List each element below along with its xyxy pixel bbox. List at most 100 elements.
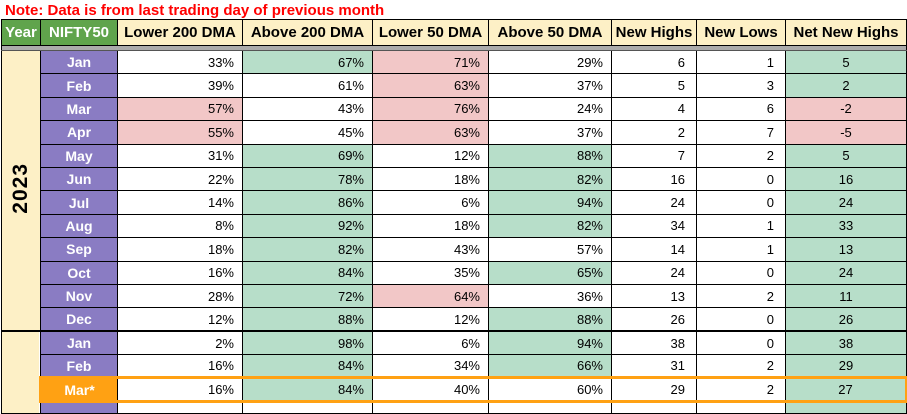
data-cell[interactable]: 1 (696, 213, 786, 239)
month-cell[interactable]: Jan (40, 49, 118, 75)
data-cell[interactable]: 18% (372, 213, 489, 239)
data-cell[interactable]: 64% (372, 283, 489, 309)
data-cell[interactable]: 88% (242, 307, 373, 332)
data-cell[interactable]: 14 (611, 237, 697, 262)
data-cell[interactable]: 94% (488, 330, 612, 356)
data-cell[interactable]: 0 (696, 190, 786, 215)
month-cell[interactable]: Apr (40, 120, 118, 145)
data-cell[interactable]: 92% (242, 213, 373, 239)
data-cell[interactable]: 65% (488, 260, 612, 285)
data-cell[interactable]: 88% (488, 143, 612, 168)
data-cell[interactable]: 37% (488, 120, 612, 145)
data-cell[interactable]: 39% (117, 73, 243, 98)
data-cell[interactable]: 5 (785, 143, 907, 168)
data-cell[interactable]: 29 (611, 376, 697, 403)
data-cell[interactable]: 18% (117, 237, 243, 262)
column-header-new-lows[interactable]: New Lows (696, 19, 786, 46)
column-header-year[interactable]: Year (1, 19, 41, 46)
data-cell[interactable]: 31 (611, 354, 697, 379)
month-cell[interactable]: Dec (40, 307, 118, 332)
data-cell[interactable]: 2 (785, 73, 907, 98)
data-cell[interactable] (372, 400, 489, 414)
data-cell[interactable] (242, 400, 373, 414)
data-cell[interactable]: 6 (611, 49, 697, 75)
data-cell[interactable]: 6% (372, 190, 489, 215)
data-cell[interactable]: 2 (696, 283, 786, 309)
data-cell[interactable]: 36% (488, 283, 612, 309)
data-cell[interactable]: 34% (372, 354, 489, 379)
data-cell[interactable]: 63% (372, 120, 489, 145)
data-cell[interactable]: 63% (372, 73, 489, 98)
data-cell[interactable]: 16% (117, 260, 243, 285)
data-cell[interactable]: 16% (117, 354, 243, 379)
data-cell[interactable]: 0 (696, 307, 786, 332)
data-cell[interactable]: 38 (785, 330, 907, 356)
data-cell[interactable]: -2 (785, 96, 907, 122)
data-cell[interactable]: 26 (785, 307, 907, 332)
data-cell[interactable]: 82% (488, 213, 612, 239)
data-cell[interactable]: 7 (611, 143, 697, 168)
data-cell[interactable]: 84% (242, 354, 373, 379)
data-cell[interactable]: 40% (372, 376, 489, 403)
data-cell[interactable]: 29 (785, 354, 907, 379)
data-cell[interactable]: 8% (117, 213, 243, 239)
month-cell[interactable]: Nov (40, 283, 118, 309)
data-cell[interactable]: 12% (117, 307, 243, 332)
data-cell[interactable]: 1 (696, 237, 786, 262)
column-header-above-200-dma[interactable]: Above 200 DMA (242, 19, 373, 46)
data-cell[interactable]: 67% (242, 49, 373, 75)
column-header-lower-50-dma[interactable]: Lower 50 DMA (372, 19, 489, 46)
data-cell[interactable]: 22% (117, 166, 243, 192)
data-cell[interactable]: 71% (372, 49, 489, 75)
data-cell[interactable]: 16% (117, 376, 243, 403)
data-cell[interactable]: 11 (785, 283, 907, 309)
data-cell[interactable]: 16 (785, 166, 907, 192)
month-cell[interactable]: Jan (40, 330, 118, 356)
data-cell[interactable]: 18% (372, 166, 489, 192)
month-cell[interactable]: Mar (40, 96, 118, 122)
month-cell[interactable]: Feb (40, 354, 118, 379)
data-cell[interactable] (488, 400, 612, 414)
data-cell[interactable]: 45% (242, 120, 373, 145)
data-cell[interactable]: 24% (488, 96, 612, 122)
data-cell[interactable]: 0 (696, 166, 786, 192)
data-cell[interactable]: 31% (117, 143, 243, 168)
data-cell[interactable]: 2 (696, 354, 786, 379)
data-cell[interactable]: 84% (242, 376, 373, 403)
data-cell[interactable]: 14% (117, 190, 243, 215)
data-cell[interactable]: 0 (696, 330, 786, 356)
column-header-nifty50[interactable]: NIFTY50 (40, 19, 118, 46)
month-cell[interactable]: Feb (40, 73, 118, 98)
data-cell[interactable]: 5 (785, 49, 907, 75)
data-cell[interactable]: 27 (785, 376, 907, 403)
data-cell[interactable]: 82% (488, 166, 612, 192)
data-cell[interactable]: 24 (785, 260, 907, 285)
data-cell[interactable]: 88% (488, 307, 612, 332)
month-cell[interactable]: Oct (40, 260, 118, 285)
data-cell[interactable] (117, 400, 243, 414)
data-cell[interactable]: 78% (242, 166, 373, 192)
data-cell[interactable]: 33% (117, 49, 243, 75)
data-cell[interactable] (785, 400, 907, 414)
column-header-above-50-dma[interactable]: Above 50 DMA (488, 19, 612, 46)
data-cell[interactable]: 84% (242, 260, 373, 285)
month-cell[interactable]: Sep (40, 237, 118, 262)
data-cell[interactable]: 43% (242, 96, 373, 122)
data-cell[interactable]: 6 (696, 96, 786, 122)
year-cell[interactable]: 2023 (1, 50, 41, 332)
data-cell[interactable]: 55% (117, 120, 243, 145)
data-cell[interactable]: 61% (242, 73, 373, 98)
data-cell[interactable]: 69% (242, 143, 373, 168)
data-cell[interactable]: -5 (785, 120, 907, 145)
month-cell[interactable] (40, 400, 118, 414)
month-cell[interactable]: Mar* (39, 376, 118, 403)
data-cell[interactable]: 2 (696, 143, 786, 168)
data-cell[interactable]: 66% (488, 354, 612, 379)
data-cell[interactable]: 28% (117, 283, 243, 309)
month-cell[interactable]: May (40, 143, 118, 168)
data-cell[interactable]: 26 (611, 307, 697, 332)
data-cell[interactable]: 3 (696, 73, 786, 98)
month-cell[interactable]: Jul (40, 190, 118, 215)
data-cell[interactable]: 43% (372, 237, 489, 262)
data-cell[interactable]: 2 (611, 120, 697, 145)
